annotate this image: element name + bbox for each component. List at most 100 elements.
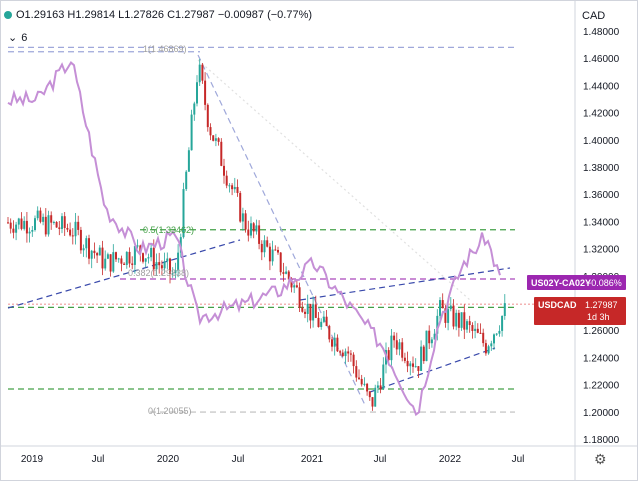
price-tick-label: 1.46000	[583, 54, 620, 65]
candle-body	[28, 231, 31, 234]
candle-body	[88, 238, 90, 259]
candle-body	[155, 262, 158, 270]
candle-body	[225, 175, 228, 186]
candle-body	[233, 186, 236, 190]
candle-body	[69, 229, 72, 236]
candle-body	[498, 330, 501, 334]
time-tick-label: Jul	[232, 454, 245, 465]
candle-body	[368, 391, 371, 398]
candle-body	[493, 334, 495, 344]
fib-label-1: 1(1.46869)	[143, 44, 187, 54]
price-tick-label: 1.36000	[583, 190, 620, 201]
candle-body	[371, 397, 374, 407]
candle-body	[177, 252, 180, 271]
candle-body	[271, 249, 274, 262]
fib-label-05: 0.5(1.33462)	[143, 225, 194, 235]
time-tick-label: Jul	[512, 454, 525, 465]
candle-body	[428, 330, 431, 344]
usdcad-price-tag: USDCAD 1.27987 1d 3h	[534, 297, 626, 325]
price-axis[interactable]: 1.48000 1.46000 1.44000 1.42000 1.40000 1.380…	[583, 27, 620, 446]
candle-body	[484, 343, 487, 354]
candle-body	[71, 235, 74, 237]
candle-body	[468, 321, 471, 326]
candle-body	[204, 80, 207, 105]
candle-body	[193, 103, 196, 115]
price-tick-label: 1.42000	[583, 109, 620, 120]
candle-body	[125, 251, 128, 265]
price-tick-label: 1.20000	[583, 408, 620, 419]
candle-body	[333, 337, 336, 347]
candle-body	[382, 364, 385, 390]
candle-body	[406, 360, 409, 367]
symbol-status-icon	[4, 11, 12, 19]
gear-icon[interactable]: ⚙	[594, 451, 607, 467]
candle-body	[306, 303, 309, 314]
candle-body	[231, 185, 234, 190]
candle-body	[374, 387, 377, 407]
usdcad-tag-label: USDCAD	[538, 300, 577, 310]
candle-body	[436, 315, 439, 334]
candle-body	[290, 279, 293, 288]
time-tick-label: Jul	[374, 454, 387, 465]
candle-body	[7, 222, 9, 224]
candle-body	[258, 225, 261, 244]
candle-body	[401, 342, 404, 358]
candle-body	[425, 330, 428, 362]
candle-body	[58, 227, 61, 229]
candle-body	[31, 230, 34, 232]
candle-body	[85, 238, 88, 249]
candle-body	[420, 346, 423, 371]
candle-body	[77, 221, 80, 230]
candle-body	[182, 189, 185, 238]
spread-price-tag: US02Y-CA02Y −0.086%	[527, 275, 626, 290]
candle-body	[9, 222, 12, 229]
candle-body	[336, 337, 339, 352]
candle-body	[112, 252, 115, 272]
candle-body	[196, 82, 198, 104]
candle-body	[163, 261, 166, 269]
candle-body	[147, 257, 150, 259]
candle-body	[47, 215, 50, 235]
candle-body	[169, 258, 171, 275]
candle-body	[398, 342, 401, 350]
candle-body	[23, 220, 26, 229]
candle-body	[293, 285, 296, 288]
candle-body	[287, 271, 290, 280]
indicators-toggle[interactable]: ⌄ 6	[8, 31, 27, 45]
time-axis[interactable]: 2019 Jul 2020 Jul 2021 Jul 2022 Jul	[21, 454, 525, 465]
spread-tag-value: −0.086%	[586, 278, 622, 288]
candle-body	[158, 262, 161, 266]
candle-body	[220, 141, 223, 166]
candle-body	[20, 218, 23, 229]
price-tick-label: 1.40000	[583, 136, 620, 147]
candle-body	[109, 254, 112, 272]
candle-body	[136, 245, 139, 247]
candle-body	[304, 311, 306, 314]
candle-body	[433, 333, 436, 340]
candle-body	[430, 339, 433, 344]
candle-body	[414, 366, 417, 368]
candle-body	[174, 270, 177, 274]
trend-line-upper	[299, 267, 511, 301]
candle-body	[312, 304, 315, 321]
candle-body	[301, 307, 304, 312]
time-tick-label: 2022	[439, 454, 462, 465]
ohlc-values: O1.29163 H1.29814 L1.27826 C1.27987 −0.0…	[16, 9, 313, 21]
candle-body	[74, 221, 77, 237]
candle-body	[152, 247, 155, 270]
candle-body	[236, 186, 239, 193]
candle-body	[150, 247, 153, 258]
candle-body	[503, 303, 506, 316]
time-tick-label: 2019	[21, 454, 44, 465]
candle-body	[15, 224, 18, 233]
usdcad-candles	[7, 58, 506, 411]
candle-body	[212, 135, 215, 141]
candle-body	[52, 221, 55, 223]
currency-selector[interactable]: CAD	[582, 10, 606, 22]
candle-body	[98, 247, 101, 256]
candle-body	[274, 249, 277, 251]
candle-body	[476, 328, 479, 333]
candle-body	[487, 346, 490, 354]
candle-body	[341, 352, 344, 357]
